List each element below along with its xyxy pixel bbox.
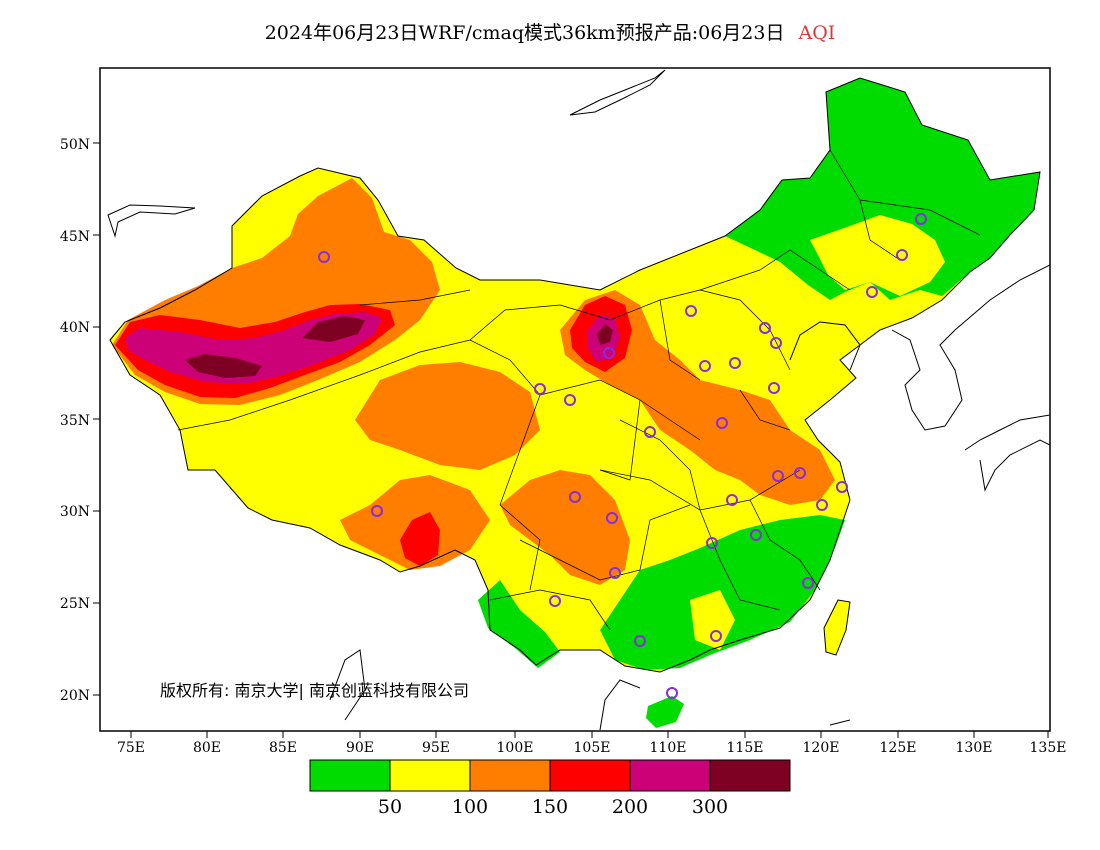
- southwest-green: [478, 580, 560, 668]
- longitude-ticks: [130, 731, 1049, 738]
- station-marker: [794, 467, 806, 479]
- station-marker: [603, 347, 615, 359]
- hainan-green: [646, 696, 684, 728]
- lon-label: 80E: [193, 740, 221, 756]
- lon-label: 85E: [269, 740, 297, 756]
- legend-swatch-hazardous: [710, 760, 790, 791]
- station-marker: [371, 505, 383, 517]
- legend-label: 150: [532, 796, 568, 818]
- station-markers: [318, 213, 927, 699]
- legend-label: 100: [452, 796, 488, 818]
- sichuan-orange: [500, 470, 630, 585]
- lat-label: 30N: [60, 504, 90, 520]
- station-marker: [609, 567, 621, 579]
- station-marker: [569, 491, 581, 503]
- lat-label: 40N: [60, 320, 90, 336]
- mongolia-lake-outline: [569, 69, 666, 116]
- lon-label: 100E: [497, 740, 534, 756]
- legend-dividers: [389, 760, 711, 791]
- color-legend: 50 100 150 200 300: [309, 759, 791, 818]
- station-marker: [729, 357, 741, 369]
- legend-swatch-moderate: [390, 760, 470, 791]
- station-marker: [768, 382, 780, 394]
- ordos-hazardous: [597, 324, 613, 345]
- legend-label: 300: [692, 796, 728, 818]
- southeast-asia-coast: [329, 649, 851, 731]
- legend-label: 50: [378, 796, 402, 818]
- south-yellow-patch: [690, 590, 735, 650]
- station-marker: [726, 494, 738, 506]
- china-border: [109, 77, 1041, 673]
- station-marker: [634, 635, 646, 647]
- lon-label: 115E: [727, 740, 764, 756]
- korea-japan-coast: [891, 264, 1050, 431]
- station-marker: [685, 305, 697, 317]
- station-marker: [750, 529, 762, 541]
- lon-label: 135E: [1030, 740, 1067, 756]
- legend-swatch-good: [310, 760, 390, 791]
- legend-swatch-usg: [470, 760, 550, 791]
- station-marker: [699, 360, 711, 372]
- station-marker: [802, 577, 814, 589]
- map-title: 2024年06月23日WRF/cmaq模式36km预报产品:06月23日 AQI: [0, 18, 1100, 45]
- title-main: 2024年06月23日WRF/cmaq模式36km预报产品:06月23日: [264, 22, 785, 44]
- longitude-labels: 75E 80E 85E 90E 95E 100E 105E 110E 115E …: [117, 740, 1067, 756]
- south-green: [600, 515, 845, 670]
- station-marker: [706, 537, 718, 549]
- northeast-green: [725, 78, 1040, 300]
- station-marker: [866, 286, 878, 298]
- station-marker: [606, 512, 618, 524]
- station-marker: [896, 249, 908, 261]
- lat-label: 45N: [60, 229, 90, 245]
- station-marker: [564, 394, 576, 406]
- station-marker: [716, 417, 728, 429]
- plot-frame: [99, 67, 1051, 732]
- taiwan-yellow: [823, 599, 851, 656]
- japan-coast: [964, 414, 1050, 492]
- station-marker: [644, 426, 656, 438]
- station-marker: [770, 337, 782, 349]
- lon-label: 95E: [422, 740, 450, 756]
- lon-label: 125E: [880, 740, 917, 756]
- lat-label: 50N: [60, 137, 90, 153]
- lat-label: 20N: [60, 688, 90, 704]
- lon-label: 105E: [574, 740, 611, 756]
- latitude-labels: 50N 45N 40N 35N 30N 25N 20N: [60, 137, 90, 704]
- station-marker: [318, 251, 330, 263]
- lon-label: 130E: [956, 740, 993, 756]
- title-variable: AQI: [798, 22, 836, 44]
- station-marker: [759, 322, 771, 334]
- legend-swatch-very-unhealthy: [630, 760, 710, 791]
- taklimakan-hazardous-east: [302, 316, 365, 342]
- lon-label: 110E: [650, 740, 687, 756]
- balkhash-outline: [107, 204, 196, 238]
- station-marker: [666, 687, 678, 699]
- station-marker: [915, 213, 927, 225]
- legend-label: 200: [612, 796, 648, 818]
- lat-label: 35N: [60, 413, 90, 429]
- taklimakan-hazardous-west: [185, 354, 262, 378]
- province-boundaries: [177, 149, 981, 631]
- station-marker: [549, 595, 561, 607]
- copyright-text: 版权所有: 南京大学| 南京创蓝科技有限公司: [160, 681, 469, 700]
- station-marker: [816, 499, 828, 511]
- tibet-orange: [355, 362, 540, 470]
- station-marker: [772, 470, 784, 482]
- legend-swatch-unhealthy: [550, 760, 630, 791]
- station-marker: [534, 383, 546, 395]
- northeast-yellow-patch: [810, 215, 945, 296]
- station-marker: [836, 481, 848, 493]
- lon-label: 120E: [803, 740, 840, 756]
- lon-label: 90E: [346, 740, 374, 756]
- latitude-ticks: [93, 142, 100, 696]
- bohai-coast: [789, 321, 861, 371]
- lat-label: 25N: [60, 596, 90, 612]
- station-marker: [710, 630, 722, 642]
- tibet-red: [400, 512, 440, 566]
- map-layer: [107, 69, 1050, 731]
- central-orange: [560, 290, 835, 505]
- lon-label: 75E: [117, 740, 145, 756]
